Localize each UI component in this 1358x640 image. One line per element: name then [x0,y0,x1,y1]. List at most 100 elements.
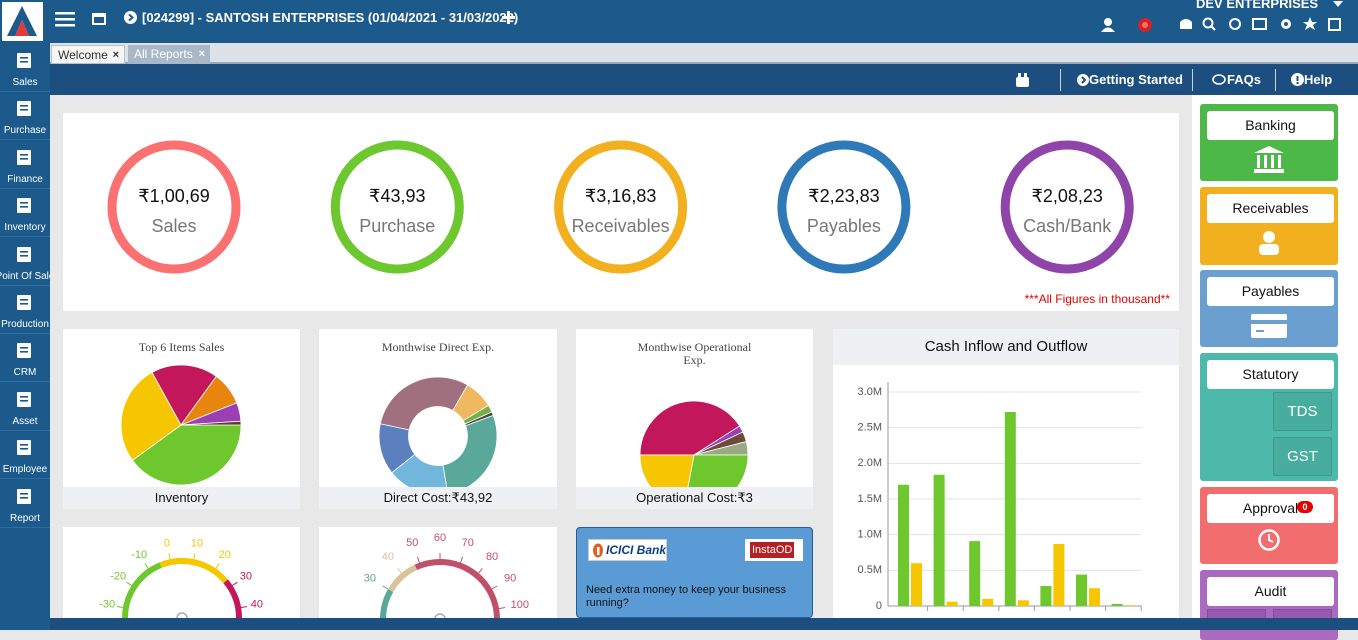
gauge-tick [144,563,149,569]
gauge-tick [397,568,402,574]
icon-part [1258,529,1280,551]
statutory-tile[interactable]: Statutory TDS GST [1200,353,1338,481]
product-name: InstaOD [750,542,795,558]
tab-close[interactable]: × [198,48,205,60]
nav-item[interactable]: Inventory [0,190,50,238]
summary-value: ₹1,00,69 [138,186,210,206]
calendar-icon[interactable] [92,11,106,25]
add-icon[interactable] [502,11,515,24]
gauge-tick [215,563,220,569]
separator [1192,69,1193,91]
icon-part [1257,155,1260,168]
gauge-tick-label: 40 [251,599,263,611]
summary-value: ₹2,08,23 [1031,186,1103,206]
tds-link[interactable]: TDS [1273,392,1332,431]
nav-icon [17,391,31,407]
company-switch[interactable]: DEV ENTERPRISES [1196,0,1319,11]
gauge-tick-label: 30 [364,572,376,584]
chart-title: Top 6 Items Sales [138,340,225,354]
gauge-tick-label: 50 [406,537,418,549]
nav-item[interactable]: Report [0,481,50,528]
icon-part [15,20,29,36]
gauge-tick [499,607,506,610]
y-tick-label: 1.0M [858,529,882,541]
nav-item[interactable]: Point Of Sale [0,239,50,286]
figures-note: ***All Figures in thousand** [1024,292,1170,306]
gauge-tick-label: -10 [131,549,147,561]
banking-tile[interactable]: Banking [1200,104,1338,181]
payables-tile[interactable]: Payables [1200,270,1338,347]
icon-part [17,53,31,68]
bar [1040,586,1052,606]
product-logo: InstaOD [745,539,803,561]
tile-label: Approval [1207,494,1334,523]
summary-value: ₹43,93 [369,186,426,206]
icon-part [17,343,31,359]
icon-part [1024,73,1027,77]
bar [1076,574,1087,606]
video-icon[interactable] [1016,73,1029,87]
icon-part [1264,155,1267,168]
gauge-band [122,562,162,618]
gauge-tick-label: 40 [382,551,394,563]
icon-part [1202,17,1214,29]
faqs[interactable]: FAQs [1227,72,1261,87]
card-icon [1251,314,1287,338]
chat-icon [1212,74,1226,85]
pie-card: Monthwise Direct Exp. Direct Cost:₹43,92 [319,329,557,509]
nav-item[interactable]: Employee [0,432,50,480]
tab-close[interactable]: × [112,49,119,61]
menu-icon[interactable] [55,11,75,27]
icon-part [20,109,28,111]
gauge-band [223,579,242,618]
icon-part [1077,74,1089,86]
icon-part [20,496,28,499]
getting-started[interactable]: Getting Started [1089,72,1183,87]
nav-item[interactable]: Purchase [0,93,50,141]
summary-value: ₹3,16,83 [585,186,657,206]
summary-circles: ₹1,00,69 Sales ₹43,93 Purchase ₹3,16,83 Recei… [107,140,1134,274]
nav-label: Inventory [4,222,46,234]
receivables-tile[interactable]: Receivables [1200,187,1338,265]
icon-part [1251,314,1287,338]
logo[interactable] [0,0,45,43]
icon-part [20,299,28,301]
pie-slice [379,376,469,431]
icon-part [1251,320,1287,324]
nav-item[interactable]: Asset [0,384,50,431]
icon-part [17,295,31,310]
nav-item[interactable]: Finance [0,142,50,189]
tab-bar: Welcome × All Reports × [50,43,1358,64]
icon-part [1278,155,1281,168]
icon-part [20,157,28,160]
bar [1089,588,1100,606]
nav-label: Production [1,319,49,330]
gauge-card: -30 -20 -10 0 10 20 30 40 [63,527,300,618]
nav-item[interactable]: Sales [0,45,50,92]
nav-item[interactable]: CRM [0,335,50,383]
help[interactable]: Help [1304,72,1333,87]
promo-card[interactable]: ICICI Bank InstaOD Need extra money to k… [576,527,813,618]
separator [1275,69,1276,91]
tab[interactable]: All Reports × [128,45,210,64]
header-icons[interactable] [1100,16,1358,34]
approval-tile[interactable]: Approval 0 [1200,487,1338,564]
icon-part [597,547,600,555]
gauge: -30 -20 -10 0 10 20 30 40 [99,537,263,618]
gauge-tick-label: 70 [462,537,474,549]
nav-label: Report [9,512,41,524]
tab[interactable]: Welcome × [51,45,125,64]
gst-link[interactable]: GST [1273,437,1332,476]
nav-item[interactable]: Production [0,287,50,334]
logo-icon [7,6,37,36]
icon-part [1259,244,1279,255]
y-tick-label: 0.5M [858,564,882,576]
y-tick-label: 1.5M [858,493,882,505]
go-icon[interactable] [124,11,137,24]
icon-part [1018,73,1021,77]
gauge-tick-label: 90 [504,572,516,584]
icon-part [7,6,37,36]
gauge-tick [241,606,248,609]
icon-part [94,17,104,23]
